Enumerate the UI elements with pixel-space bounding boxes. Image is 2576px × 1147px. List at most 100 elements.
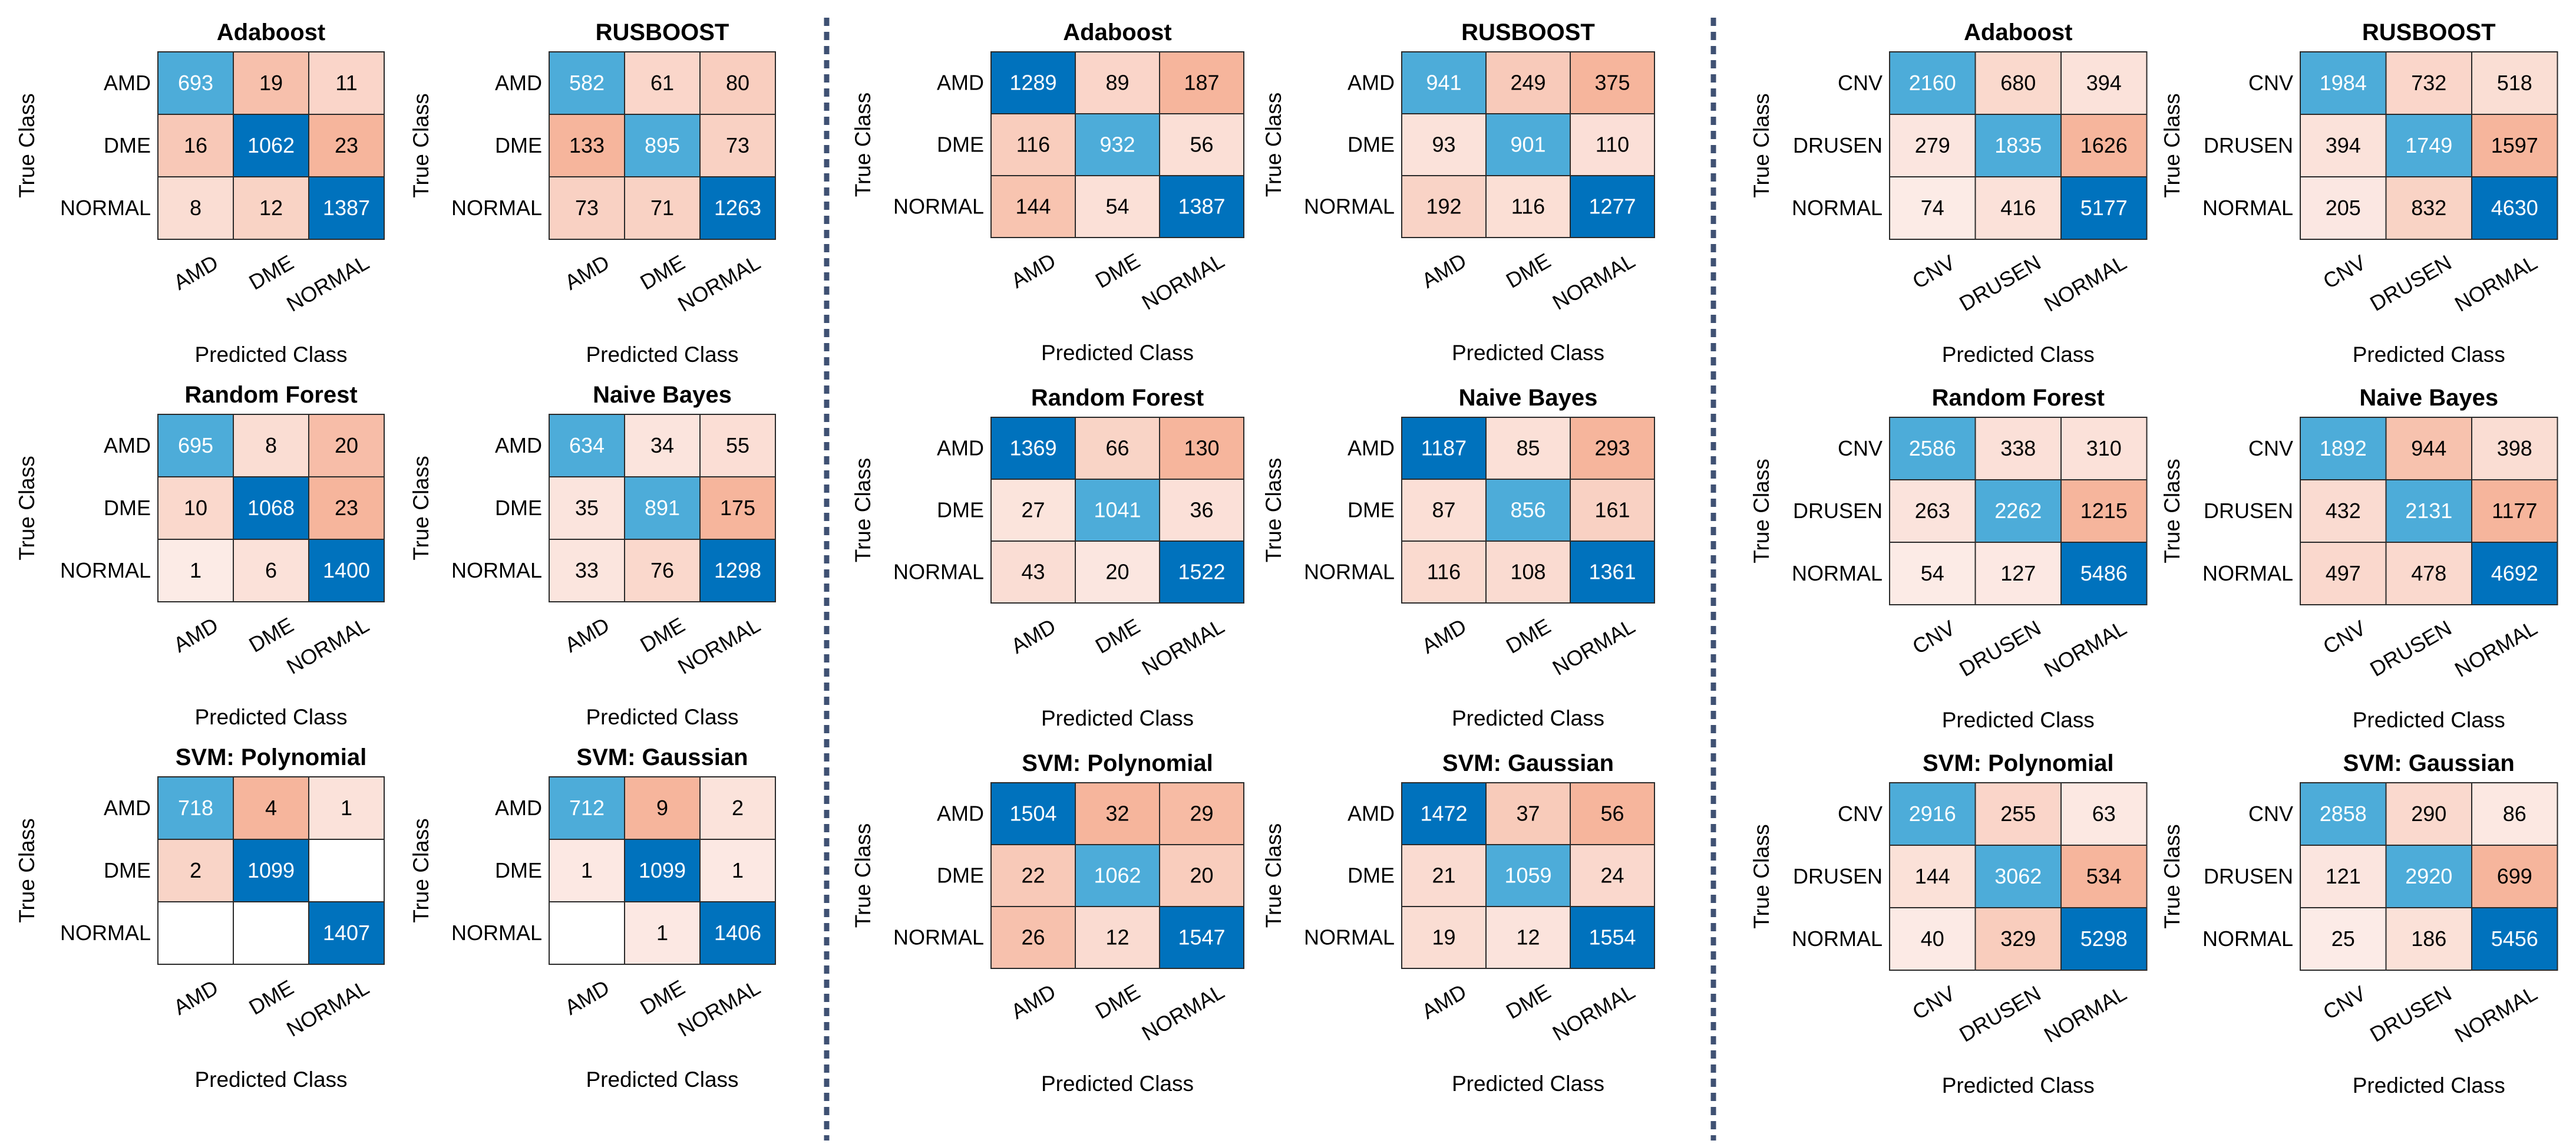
matrix-cell <box>233 414 309 477</box>
matrix-cell <box>1485 782 1571 845</box>
y-axis-label: True Class <box>409 456 433 561</box>
row-tick-label: CNV <box>2248 436 2293 460</box>
col-tick-label: AMD <box>169 250 222 295</box>
cell-value: 93 <box>1432 133 1455 157</box>
cell-value: 1068 <box>247 496 295 520</box>
cell-value: 56 <box>1190 133 1213 157</box>
cell-value: 121 <box>2326 864 2361 888</box>
cell-value: 80 <box>726 71 749 95</box>
matrix-title: RUSBOOST <box>596 19 729 45</box>
matrix-cell <box>2385 114 2472 177</box>
cell-value: 1 <box>656 921 668 945</box>
matrix-cell <box>2060 417 2148 480</box>
matrix-cell <box>2471 417 2558 480</box>
matrix-cell <box>624 114 701 177</box>
cell-value: 2160 <box>1909 71 1956 95</box>
matrix-cell <box>1570 417 1655 480</box>
cell-value: 338 <box>2000 436 2036 460</box>
row-tick-label: DME <box>104 858 151 882</box>
cell-value: 43 <box>1021 560 1045 584</box>
matrix-cell <box>2385 51 2472 115</box>
y-axis-label: True Class <box>851 93 875 197</box>
cell-value: 1387 <box>1178 195 1225 219</box>
cell-value: 2858 <box>2320 802 2367 826</box>
cell-value: 375 <box>1594 71 1630 95</box>
cell-value: 1277 <box>1588 195 1636 219</box>
cell-value: 87 <box>1432 498 1455 522</box>
y-axis-label: True Class <box>1261 823 1286 928</box>
cell-value: 85 <box>1516 436 1540 460</box>
cell-value: 1749 <box>2405 133 2452 157</box>
col-tick-label: AMD <box>560 975 613 1020</box>
cell-value: 19 <box>1432 925 1455 950</box>
cell-value: 290 <box>2411 802 2446 826</box>
cell-value: 8 <box>265 433 277 457</box>
cell-value: 712 <box>569 796 605 820</box>
cell-value: 2 <box>732 796 744 820</box>
y-axis-label: True Class <box>409 818 433 923</box>
cell-value: 1298 <box>714 558 761 582</box>
col-tick-label: AMD <box>169 975 222 1020</box>
matrix-cell <box>2300 114 2387 177</box>
cell-value: 108 <box>1510 560 1545 584</box>
col-tick-label: CNV <box>2319 615 2370 659</box>
col-tick-label: NORMAL <box>282 612 373 679</box>
col-tick-label: NORMAL <box>2450 615 2541 682</box>
matrix-title: Random Forest <box>1932 385 2105 411</box>
cell-value: 187 <box>1184 71 1219 95</box>
cell-value: 255 <box>2000 802 2036 826</box>
cell-value: 941 <box>1426 71 1461 95</box>
x-axis-label: Predicted Class <box>1041 1072 1194 1096</box>
cell-value: 192 <box>1426 195 1461 219</box>
cell-value: 1062 <box>247 133 295 157</box>
cell-value: 25 <box>2331 927 2355 951</box>
cell-value: 310 <box>2086 436 2122 460</box>
col-tick-label: NORMAL <box>673 612 764 679</box>
col-tick-label: NORMAL <box>673 975 764 1041</box>
row-tick-label: CNV <box>1838 802 1883 826</box>
matrix-cell <box>2471 845 2558 908</box>
matrix-cell <box>2385 542 2472 605</box>
matrix-cell <box>1485 175 1571 238</box>
row-tick-label: NORMAL <box>1792 561 1883 585</box>
col-tick-label: NORMAL <box>2450 981 2541 1047</box>
matrix-cell <box>1075 175 1160 238</box>
matrix-title: Adaboost <box>1964 19 2072 45</box>
matrix-cell <box>2300 845 2387 908</box>
x-axis-label: Predicted Class <box>2353 708 2505 732</box>
row-tick-label: DRUSEN <box>1793 499 1883 523</box>
matrix-cell <box>233 176 309 240</box>
matrix-cell <box>157 176 234 240</box>
matrix-cell <box>1485 113 1571 176</box>
col-tick-label: DRUSEN <box>1955 615 2045 681</box>
matrix-cell <box>1889 845 1976 908</box>
cell-value: 1289 <box>1009 71 1056 95</box>
matrix-cell <box>1889 114 1976 177</box>
y-axis-label: True Class <box>1261 93 1286 197</box>
row-tick-label: NORMAL <box>60 558 151 582</box>
cell-value: 205 <box>2326 196 2361 220</box>
matrix-cell <box>308 476 385 540</box>
x-axis-label: Predicted Class <box>194 705 347 729</box>
x-axis-label: Predicted Class <box>1452 1072 1604 1096</box>
row-tick-label: DME <box>937 863 984 888</box>
row-tick-label: CNV <box>2248 802 2293 826</box>
cell-value: 66 <box>1105 436 1129 460</box>
matrix-cell <box>1401 479 1487 542</box>
confusion-matrix-naive-bayes: Naive Bayes 1187 85 293 87 856 161 116 108 1361 AM… <box>1261 385 1655 730</box>
cell-value: 130 <box>1184 436 1219 460</box>
cell-value: 76 <box>650 558 674 582</box>
col-tick-label: CNV <box>1908 615 1959 659</box>
cell-value: 394 <box>2086 71 2122 95</box>
matrix-cell <box>1159 906 1244 969</box>
cell-value: 2916 <box>1909 802 1956 826</box>
col-tick-label: AMD <box>1418 979 1471 1024</box>
cell-value: 932 <box>1099 133 1135 157</box>
matrix-cell <box>1075 844 1160 907</box>
cell-value: 1215 <box>2080 499 2128 523</box>
confusion-matrix-svm-gaussian: SVM: Gaussian 2858 290 86 121 2920 699 25 186 545… <box>2160 750 2558 1097</box>
row-tick-label: AMD <box>937 436 984 460</box>
y-axis-label: True Class <box>15 93 39 198</box>
confusion-matrix-adaboost: Adaboost 1289 89 187 116 932 56 144 54 1387 AMD DME… <box>851 19 1244 365</box>
